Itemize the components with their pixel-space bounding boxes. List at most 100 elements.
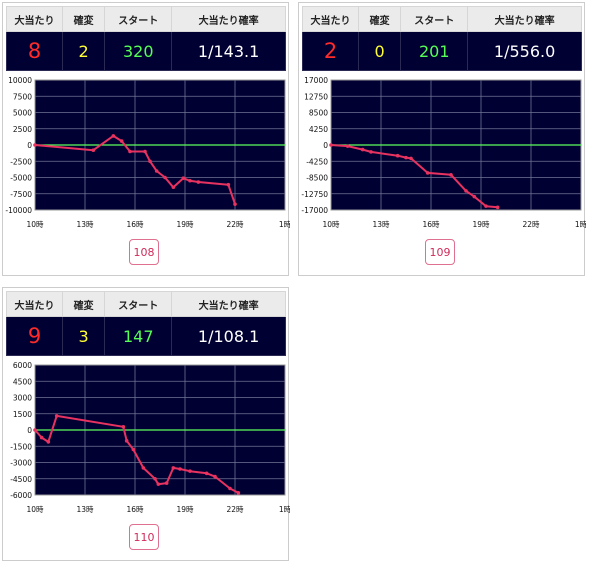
stats-table: 大当たり 確変 スタート 大当たり確率 8 2 320 1/143.1: [6, 6, 286, 71]
data-point: [464, 189, 468, 193]
data-point: [188, 469, 192, 473]
header-big-hits: 大当たり: [6, 6, 63, 32]
payout-chart: 6000 4500 3000 1500 0 -1500 -3000 -4500 -6000 10時…: [10, 361, 290, 514]
data-point: [119, 139, 124, 143]
header-start: スタート: [104, 291, 173, 317]
big-hits-value: 8: [6, 31, 63, 71]
data-point: [148, 159, 152, 164]
data-point: [111, 134, 116, 138]
data-point: [154, 169, 159, 173]
x-tick-label: 19時: [176, 505, 194, 514]
data-point: [143, 149, 147, 154]
data-point: [46, 440, 51, 444]
data-point: [395, 153, 400, 158]
x-tick-label: 16時: [422, 220, 440, 229]
header-rate: 大当たり確率: [171, 6, 286, 32]
rate-value: 1/143.1: [171, 31, 286, 71]
x-tick-label: 16時: [126, 220, 144, 229]
stats-table: 大当たり 確変 スタート 大当たり確率 9 3 147 1/108.1: [6, 291, 286, 356]
y-tick-label: -7500: [10, 190, 32, 199]
data-point: [495, 205, 500, 210]
x-tick-label: 22時: [226, 505, 244, 514]
y-tick-label: -4250: [306, 157, 328, 166]
data-point: [369, 150, 373, 154]
y-tick-label: 0: [27, 426, 32, 435]
data-point: [171, 185, 176, 190]
data-point: [236, 491, 241, 495]
big-hits-value: 9: [6, 316, 63, 356]
stats-table: 大当たり 確変 スタート 大当たり確率 2 0 201 1/556.0: [302, 6, 582, 71]
payout-chart: 17000 12750 8500 4250 0 -4250 -8500 -12750 -1700…: [301, 76, 586, 229]
machine-card-109: 大当たり 確変 スタート 大当たり確率 2 0 201 1/556.0 1700…: [298, 2, 586, 276]
x-tick-label: 1時: [575, 220, 586, 229]
header-rate: 大当たり確率: [467, 6, 582, 32]
data-point: [360, 147, 365, 152]
x-tick-label: 13時: [76, 505, 94, 514]
data-point: [171, 466, 176, 470]
data-point: [91, 148, 96, 152]
header-kakuhen: 確変: [357, 6, 402, 32]
data-point: [213, 474, 217, 479]
data-point: [33, 143, 37, 147]
data-point: [33, 428, 37, 432]
y-tick-label: -1500: [10, 442, 32, 451]
data-point: [329, 143, 333, 147]
data-point: [226, 182, 231, 187]
data-point: [54, 414, 59, 418]
data-point: [163, 175, 167, 180]
data-point: [39, 435, 44, 440]
machine-card-110: 大当たり 確変 スタート 大当たり確率 9 3 147 1/108.1 6000…: [2, 287, 290, 561]
y-tick-label: -17000: [301, 206, 328, 215]
data-point: [121, 424, 126, 429]
data-point: [178, 467, 182, 471]
machine-number-button[interactable]: 110: [129, 524, 159, 550]
data-point: [196, 180, 201, 184]
data-point: [449, 173, 453, 177]
header-kakuhen: 確変: [61, 6, 106, 32]
data-point: [472, 194, 477, 199]
payout-chart: 10000 7500 5000 2500 0 -2500 -5000 -7500 -10000 1…: [5, 76, 290, 229]
x-tick-label: 19時: [176, 220, 194, 229]
y-tick-label: 10000: [8, 76, 32, 85]
y-tick-label: -3000: [10, 459, 32, 468]
data-point: [164, 481, 169, 485]
x-tick-label: 10時: [322, 220, 340, 229]
data-point: [425, 171, 430, 175]
x-tick-label: 13時: [372, 220, 390, 229]
header-kakuhen: 確変: [61, 291, 106, 317]
header-start: スタート: [400, 6, 469, 32]
data-point: [141, 466, 146, 470]
x-tick-label: 10時: [26, 505, 44, 514]
y-tick-label: -2500: [10, 157, 32, 166]
machine-card-108: 大当たり 確変 スタート 大当たり確率 8 2 320 1/143.1 1000…: [2, 2, 290, 276]
y-tick-label: 0: [27, 141, 32, 150]
y-tick-label: 12750: [304, 92, 328, 101]
kakuhen-value: 3: [61, 316, 106, 356]
big-hits-value: 2: [302, 31, 359, 71]
y-tick-label: 4500: [13, 377, 32, 386]
x-tick-label: 22時: [522, 220, 540, 229]
x-tick-label: 1時: [279, 505, 290, 514]
y-tick-label: -6000: [10, 491, 32, 500]
start-value: 147: [104, 316, 173, 356]
y-tick-label: 3000: [13, 394, 32, 403]
data-point: [128, 149, 132, 154]
rate-value: 1/108.1: [171, 316, 286, 356]
data-point: [404, 155, 408, 160]
machine-number-button[interactable]: 109: [425, 239, 455, 265]
y-tick-label: 7500: [13, 92, 32, 101]
data-point: [153, 476, 157, 481]
kakuhen-value: 2: [61, 31, 106, 71]
header-big-hits: 大当たり: [6, 291, 63, 317]
y-tick-label: 4250: [309, 125, 328, 134]
y-tick-label: 17000: [304, 76, 328, 85]
y-tick-label: -12750: [301, 190, 328, 199]
y-tick-label: -10000: [5, 206, 32, 215]
y-tick-label: 2500: [13, 125, 32, 134]
machine-number-button[interactable]: 108: [129, 239, 159, 265]
data-point: [228, 486, 232, 491]
x-tick-label: 13時: [76, 220, 94, 229]
kakuhen-value: 0: [357, 31, 402, 71]
x-tick-label: 1時: [279, 220, 290, 229]
x-tick-label: 22時: [226, 220, 244, 229]
